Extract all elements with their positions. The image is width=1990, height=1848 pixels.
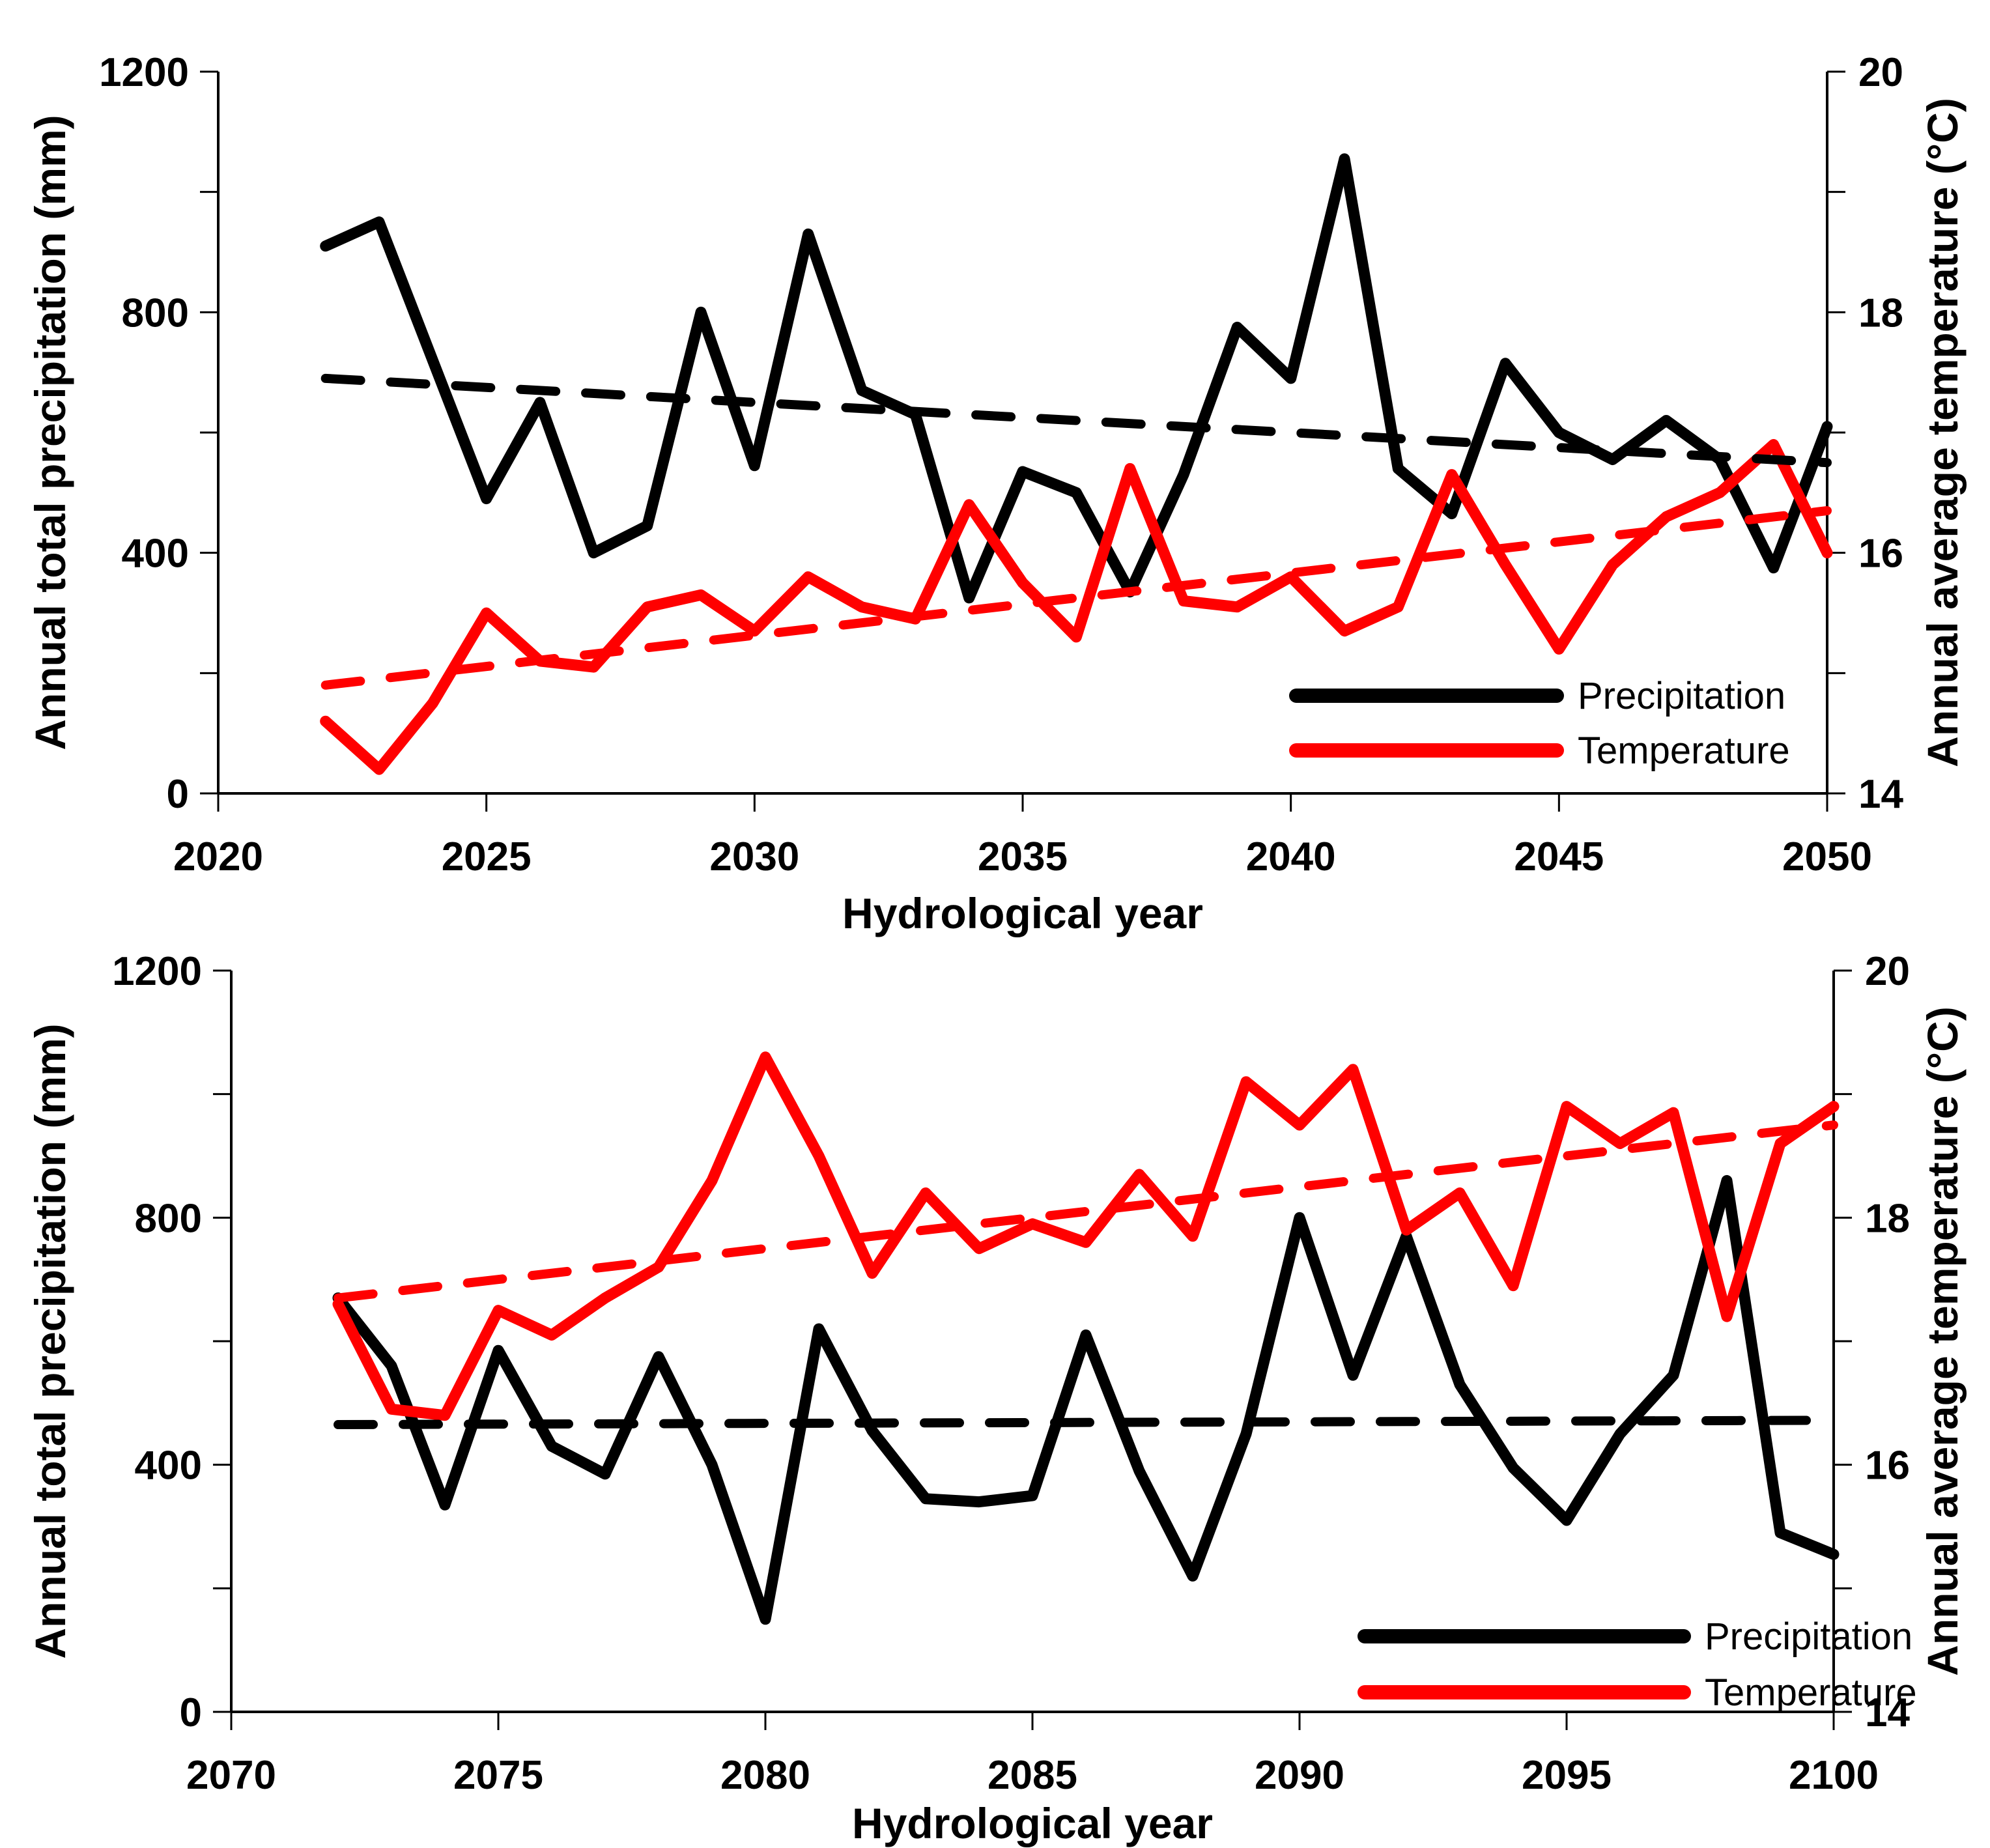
x-axis-tick-label: 2025 <box>442 834 532 879</box>
x-axis-tick-label: 2100 <box>1789 1753 1879 1798</box>
top-xaxis-title: Hydrological year <box>842 889 1203 937</box>
left-axis-tick-label: 1200 <box>112 949 202 994</box>
left-axis-tick-label: 800 <box>135 1196 202 1241</box>
top-legend: Precipitation Temperature <box>1289 675 1790 772</box>
temperature-trend-line <box>320 506 1832 690</box>
right-axis-tick-label: 20 <box>1858 50 1903 95</box>
right-axis-tick-label: 18 <box>1858 291 1903 335</box>
x-axis-tick-label: 2030 <box>709 834 799 879</box>
x-axis-tick-label: 2020 <box>173 834 263 879</box>
precipitation-trend-line <box>320 373 1832 468</box>
x-axis-tick-label: 2035 <box>978 834 1068 879</box>
bottom-left-axis-title: Annual total precipitation (mm) <box>26 1023 74 1658</box>
bottom-right-axis-title: Annual average temperature (°C) <box>1918 1006 1967 1676</box>
x-axis-tick-label: 2095 <box>1522 1753 1612 1798</box>
top-right-axis-title: Annual average temperature (°C) <box>1918 98 1967 767</box>
x-axis-tick-label: 2070 <box>186 1753 276 1798</box>
precipitation-trend-line <box>334 1415 1838 1429</box>
right-axis-tick-label: 20 <box>1865 949 1910 994</box>
left-axis-tick-label: 800 <box>122 291 189 335</box>
top-left-axis-title: Annual total precipitation (mm) <box>26 115 74 750</box>
legend-precipitation-label: Precipitation <box>1705 1615 1912 1658</box>
temperature-line <box>320 439 1833 775</box>
bottom-legend: Precipitation Temperature <box>1357 1615 1917 1714</box>
bottom-chart: 0 400 800 1200 14 16 18 20 2070 2075 2080 2085 2090 2… <box>26 949 1967 1847</box>
bottom-series <box>332 1051 1840 1625</box>
x-axis-tick-label: 2040 <box>1246 834 1336 879</box>
temperature-line <box>332 1051 1840 1421</box>
left-axis-tick-label: 400 <box>135 1443 202 1488</box>
right-axis-tick-label: 14 <box>1858 772 1903 817</box>
legend-temperature-label: Temperature <box>1578 730 1790 772</box>
left-axis-tick-label: 400 <box>122 532 189 576</box>
precipitation-line <box>320 153 1833 604</box>
precipitation-line <box>332 1174 1840 1625</box>
x-axis-tick-label: 2090 <box>1255 1753 1344 1798</box>
x-axis-tick-label: 2050 <box>1782 834 1872 879</box>
left-axis-tick-label: 0 <box>180 1690 202 1735</box>
x-axis-tick-label: 2045 <box>1514 834 1604 879</box>
x-axis-tick-label: 2085 <box>988 1753 1077 1798</box>
legend-temperature-label: Temperature <box>1705 1671 1917 1714</box>
bottom-xaxis-title: Hydrological year <box>852 1799 1213 1847</box>
left-axis-tick-label: 1200 <box>99 50 189 95</box>
temperature-trend-line <box>334 1120 1838 1303</box>
x-axis-tick-label: 2075 <box>453 1753 543 1798</box>
legend-precipitation-label: Precipitation <box>1578 675 1785 717</box>
right-axis-tick-label: 16 <box>1865 1443 1910 1488</box>
x-axis-tick-label: 2080 <box>720 1753 810 1798</box>
bottom-axes: 0 400 800 1200 14 16 18 20 2070 2075 2080 2085 2090 2… <box>112 949 1910 1798</box>
left-axis-tick-label: 0 <box>167 772 189 817</box>
right-axis-tick-label: 18 <box>1865 1196 1910 1241</box>
top-series <box>320 153 1833 775</box>
right-axis-tick-label: 16 <box>1858 532 1903 576</box>
right-axis-tick-label: 14 <box>1865 1690 1910 1735</box>
